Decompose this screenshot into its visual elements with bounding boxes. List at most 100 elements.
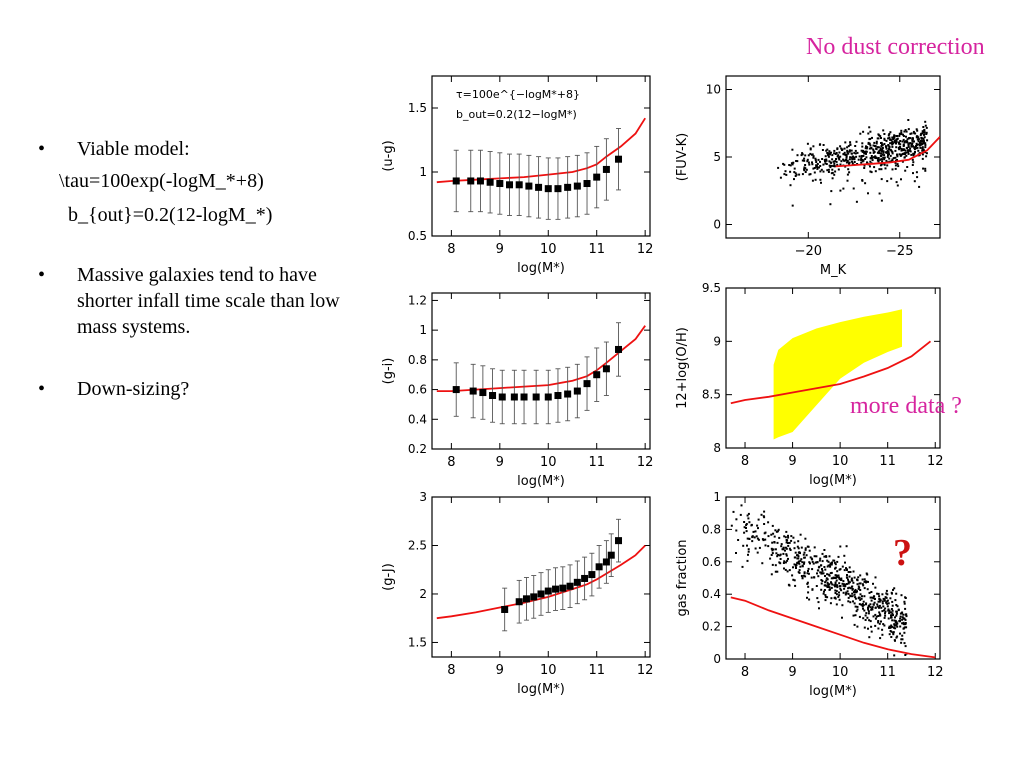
x-tick-label: 9	[788, 665, 796, 680]
scatter-point	[870, 147, 873, 150]
scatter-point	[793, 563, 796, 566]
scatter-point	[795, 564, 798, 566]
scatter-point	[787, 534, 789, 537]
scatter-point	[852, 600, 854, 603]
scatter-point	[872, 603, 875, 606]
y-tick-label: 0.8	[408, 353, 427, 367]
scatter-point	[741, 565, 744, 568]
scatter-point	[762, 539, 765, 542]
scatter-point	[923, 136, 926, 139]
scatter-point	[879, 158, 882, 161]
scatter-point	[885, 151, 888, 154]
data-point	[554, 185, 562, 193]
scatter-point	[875, 615, 878, 618]
scatter-point	[788, 569, 791, 572]
scatter-point	[780, 545, 783, 548]
y-tick-label: 1	[419, 165, 427, 179]
scatter-point	[860, 157, 863, 160]
scatter-point	[900, 147, 903, 150]
scatter-point	[894, 616, 896, 619]
scatter-point	[886, 155, 889, 158]
scatter-point	[818, 559, 821, 562]
scatter-point	[863, 152, 866, 155]
scatter-point	[794, 551, 797, 554]
scatter-point	[837, 168, 840, 171]
scatter-point	[885, 601, 888, 604]
scatter-point	[904, 622, 907, 624]
scatter-point	[887, 134, 890, 137]
scatter-point	[826, 559, 829, 562]
data-point	[544, 393, 552, 401]
scatter-point	[757, 538, 760, 541]
scatter-point	[838, 594, 841, 597]
bullet-dot: •	[38, 138, 46, 160]
scatter-point	[837, 154, 840, 157]
scatter-point	[883, 137, 886, 140]
scatter-point	[899, 615, 902, 618]
bullet-dot: •	[38, 264, 46, 286]
scatter-point	[825, 158, 828, 161]
scatter-point	[831, 561, 833, 564]
scatter-point	[891, 159, 894, 161]
scatter-point	[891, 619, 894, 622]
scatter-point	[911, 138, 914, 141]
scatter-point	[797, 557, 800, 560]
scatter-point	[896, 635, 899, 638]
scatter-point	[811, 560, 814, 563]
scatter-point	[845, 154, 848, 157]
scatter-point	[846, 179, 849, 182]
scatter-point	[790, 535, 793, 538]
scatter-point	[868, 619, 871, 622]
scatter-point	[892, 626, 895, 629]
scatter-point	[824, 599, 827, 602]
scatter-point	[834, 585, 836, 588]
scatter-point	[864, 152, 867, 155]
formula-tau: \tau=100exp(-logM_*+8)	[59, 170, 264, 192]
scatter-point	[864, 580, 867, 583]
bullet-text: Down-sizing?	[77, 378, 190, 400]
scatter-point	[886, 593, 889, 596]
scatter-point	[904, 169, 907, 172]
scatter-point	[857, 576, 860, 579]
scatter-point	[921, 149, 924, 152]
scatter-point	[816, 597, 819, 600]
scatter-point	[739, 513, 742, 516]
scatter-point	[896, 159, 898, 161]
scatter-point	[905, 135, 907, 138]
scatter-point	[877, 133, 880, 136]
scatter-point	[782, 562, 785, 564]
scatter-point	[924, 146, 927, 149]
data-point	[479, 389, 487, 397]
scatter-point	[877, 157, 880, 160]
scatter-point	[776, 541, 779, 544]
scatter-point	[867, 580, 869, 583]
y-tick-label: 10	[706, 83, 721, 97]
scatter-point	[911, 143, 913, 146]
scatter-point	[880, 141, 883, 144]
scatter-point	[760, 513, 763, 516]
scatter-point	[887, 602, 890, 605]
scatter-point	[893, 134, 896, 137]
scatter-point	[754, 530, 757, 533]
scatter-point	[896, 184, 899, 187]
scatter-point	[872, 597, 875, 599]
scatter-point	[919, 146, 922, 149]
scatter-point	[774, 564, 777, 567]
scatter-point	[887, 609, 890, 612]
scatter-point	[798, 173, 801, 176]
scatter-point	[743, 521, 746, 523]
scatter-point	[913, 140, 915, 143]
scatter-point	[748, 537, 751, 540]
scatter-point	[764, 538, 767, 541]
scatter-point	[740, 504, 743, 507]
scatter-point	[830, 172, 833, 175]
scatter-point	[865, 150, 868, 153]
scatter-point	[821, 149, 824, 151]
scatter-point	[889, 131, 892, 134]
scatter-point	[879, 149, 882, 151]
scatter-point	[763, 516, 766, 519]
scatter-point	[875, 147, 878, 150]
scatter-point	[919, 141, 922, 144]
data-point	[583, 380, 591, 388]
